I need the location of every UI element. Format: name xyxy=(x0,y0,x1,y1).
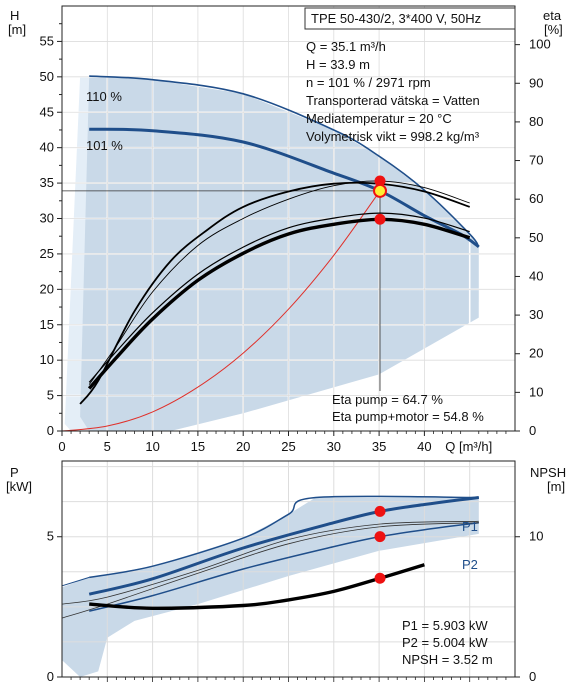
flow-tick-label: 35 xyxy=(372,439,386,454)
npsh-axis-title: NPSH xyxy=(530,465,566,480)
performance-operating-points xyxy=(373,175,388,225)
head-axis-title: H xyxy=(10,8,19,23)
info-line-6: Volymetrisk vikt = 998.2 kg/m³ xyxy=(306,129,480,144)
info-line-4: Transporterad vätska = Vatten xyxy=(306,93,480,108)
operating-point-info: Q = 35.1 m³/h H = 33.9 m n = 101 % / 2971 … xyxy=(306,39,480,144)
eta-pump-motor-point xyxy=(374,213,386,225)
power-tick-label: 5 xyxy=(47,529,54,544)
head-tick-label: 10 xyxy=(40,352,54,367)
eta-info-line-2: Eta pump+motor = 54.8 % xyxy=(332,409,484,424)
flow-axis-ticks: 0 5 10 15 20 25 30 35 40 Q [m³/h] xyxy=(58,431,507,454)
power-info-line-1: P1 = 5.903 kW xyxy=(402,618,488,633)
power-axis-title: P xyxy=(10,465,19,480)
eta-pump-point xyxy=(374,175,386,187)
power-upper-start xyxy=(61,576,90,587)
power-upper-envelope xyxy=(89,495,479,579)
power-operating-points xyxy=(374,505,386,584)
efficiency-info: Eta pump = 64.7 % Eta pump+motor = 54.8 % xyxy=(332,392,484,424)
eta-tick-label: 70 xyxy=(529,153,543,168)
npsh-tick-label: 0 xyxy=(529,669,536,684)
efficiency-curve-1 xyxy=(79,181,470,405)
head-tick-label: 30 xyxy=(40,211,54,226)
p2-curve-label: P2 xyxy=(462,557,478,572)
flow-tick-label: 10 xyxy=(145,439,159,454)
eta-axis-ticks: 0 10 20 30 40 50 60 70 80 90 100 xyxy=(515,37,551,438)
flow-axis-title: Q [m³/h] xyxy=(445,439,492,454)
head-axis-ticks: 0 5 10 15 20 25 30 35 40 45 50 55 xyxy=(40,23,62,438)
info-line-5: Mediatemperatur = 20 °C xyxy=(306,111,452,126)
speed-label-101: 101 % xyxy=(86,138,123,153)
flow-tick-label: 25 xyxy=(281,439,295,454)
efficiency-curve-2 xyxy=(88,180,470,385)
head-tick-label: 50 xyxy=(40,69,54,84)
power-operating-point-3 xyxy=(374,572,386,584)
head-axis-unit: [m] xyxy=(8,22,26,37)
efficiency-curve-3 xyxy=(87,217,471,390)
head-tick-label: 40 xyxy=(40,140,54,155)
eta-tick-label: 100 xyxy=(529,37,551,52)
head-tick-label: 55 xyxy=(40,33,54,48)
head-tick-label: 5 xyxy=(47,388,54,403)
pump-model-header: TPE 50-430/2, 3*400 V, 50Hz xyxy=(311,11,481,26)
power-operating-point-1 xyxy=(374,505,386,517)
power-tick-label: 0 xyxy=(47,669,54,684)
p1-curve xyxy=(88,496,479,596)
info-line-1: Q = 35.1 m³/h xyxy=(306,39,386,54)
npsh-tick-label: 10 xyxy=(529,529,543,544)
eta-info-line-1: Eta pump = 64.7 % xyxy=(332,392,443,407)
head-tick-label: 0 xyxy=(47,423,54,438)
eta-axis-unit: [%] xyxy=(544,22,563,37)
flow-tick-label: 30 xyxy=(327,439,341,454)
eta-axis-title: eta xyxy=(543,8,562,23)
eta-tick-label: 0 xyxy=(529,423,536,438)
p2-curve xyxy=(89,521,479,612)
power-info-line-2: P2 = 5.004 kW xyxy=(402,635,488,650)
power-operating-point-2 xyxy=(374,531,386,543)
power-thin-curve-2 xyxy=(61,520,479,605)
head-tick-label: 45 xyxy=(40,104,54,119)
p1-curve-label: P1 xyxy=(462,519,478,534)
head-curve-110 xyxy=(89,75,480,248)
flow-tick-label: 20 xyxy=(236,439,250,454)
performance-curves xyxy=(61,75,480,432)
power-axis-unit: [kW] xyxy=(6,479,32,494)
header-box xyxy=(304,7,516,30)
speed-label-110: 110 % xyxy=(86,89,122,104)
power-range-band xyxy=(62,497,479,677)
head-tick-label: 35 xyxy=(40,175,54,190)
efficiency-curve-pair xyxy=(88,212,470,383)
duty-point xyxy=(373,183,388,198)
head-tick-label: 25 xyxy=(40,246,54,261)
npsh-axis-ticks: 0 10 xyxy=(70,529,543,684)
eta-tick-label: 50 xyxy=(529,230,543,245)
info-line-2: H = 33.9 m xyxy=(306,57,370,72)
flow-tick-label: 0 xyxy=(58,439,65,454)
eta-tick-label: 40 xyxy=(529,268,543,283)
performance-grid xyxy=(62,6,515,431)
eta-tick-label: 10 xyxy=(529,384,543,399)
flow-tick-label: 40 xyxy=(417,439,431,454)
power-axis-ticks: 05 xyxy=(47,529,62,684)
eta-tick-label: 90 xyxy=(529,75,543,90)
head-tick-label: 15 xyxy=(40,317,54,332)
npsh-axis-unit: [m] xyxy=(547,479,565,494)
head-tick-label: 20 xyxy=(40,281,54,296)
info-line-3: n = 101 % / 2971 rpm xyxy=(306,75,431,90)
power-info-line-3: NPSH = 3.52 m xyxy=(402,652,493,667)
head-curve-101 xyxy=(89,127,480,249)
eta-tick-label: 20 xyxy=(529,346,543,361)
eta-tick-label: 30 xyxy=(529,307,543,322)
flow-tick-label: 15 xyxy=(191,439,205,454)
system-curve xyxy=(61,190,381,432)
eta-tick-label: 60 xyxy=(529,191,543,206)
eta-tick-label: 80 xyxy=(529,114,543,129)
power-info: P1 = 5.903 kW P2 = 5.004 kW NPSH = 3.52 m xyxy=(402,618,493,667)
power-npsh-panel: 05 010 P [kW] NPSH [m] P1 P2 P1 = 5.903 … xyxy=(6,460,566,684)
flow-tick-label: 5 xyxy=(104,439,111,454)
